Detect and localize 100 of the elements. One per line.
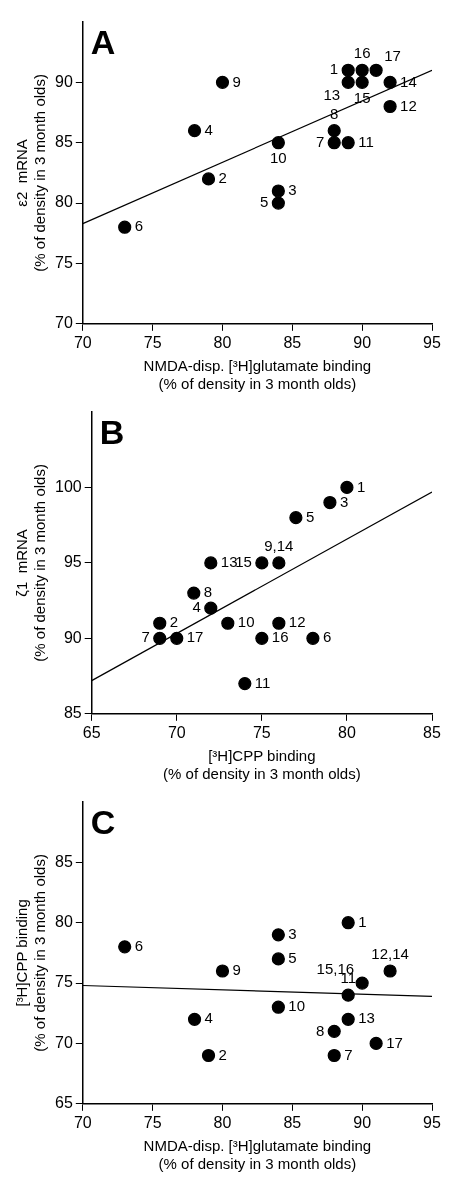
annotation: 5 <box>288 949 297 967</box>
annotation: 13 <box>323 85 341 103</box>
x-tick-label: 90 <box>353 1113 372 1131</box>
point <box>187 1012 202 1026</box>
y-tick-label: 90 <box>55 72 73 90</box>
x-tick-label: 80 <box>213 333 232 351</box>
y-axis-title: ζ1 mRNA (% of density in 3 month olds) <box>13 464 49 662</box>
point <box>341 136 355 150</box>
point <box>271 1000 285 1014</box>
x-tick-label: 70 <box>167 723 186 741</box>
annotation: 1 <box>356 477 366 495</box>
annotation: 2 <box>218 169 227 187</box>
annotation: 13 <box>220 553 238 571</box>
annotation: 6 <box>322 628 332 646</box>
point <box>221 616 235 630</box>
annotation: 15 <box>235 553 252 571</box>
point <box>327 124 341 138</box>
annotation: 11 <box>254 673 271 691</box>
point <box>355 976 369 990</box>
point <box>215 964 230 978</box>
point <box>272 556 286 570</box>
point <box>255 631 269 645</box>
point <box>383 75 397 89</box>
annotation: 2 <box>218 1045 227 1063</box>
point <box>272 616 286 630</box>
y-tick-label: 80 <box>55 193 73 211</box>
point <box>341 63 355 77</box>
annotation: 6 <box>134 937 144 954</box>
annotation: 10 <box>237 613 255 631</box>
point <box>201 172 216 186</box>
point <box>369 1036 383 1051</box>
annotation: 17 <box>386 1033 403 1051</box>
point <box>355 75 369 89</box>
y-tick-label: 85 <box>55 133 73 151</box>
annotation: 1 <box>329 60 339 78</box>
x-tick-label: 95 <box>423 333 441 351</box>
chart-title: C <box>90 803 116 842</box>
point <box>341 916 355 930</box>
annotation: 9 <box>232 72 241 90</box>
annotation: 5 <box>305 507 315 525</box>
y-tick-label: 65 <box>55 1094 73 1112</box>
annotation: 4 <box>204 1009 213 1027</box>
annotation: 7 <box>315 132 325 150</box>
point <box>327 1024 341 1038</box>
annotation: 3 <box>288 181 297 199</box>
x-axis-title: NMDA-disp. [³H]glutamate binding (% of density in 3 month olds) <box>143 1137 372 1173</box>
annotation: 4 <box>192 598 201 616</box>
point <box>170 631 184 645</box>
annotation: 2 <box>169 613 179 631</box>
point <box>271 136 285 150</box>
point <box>201 1048 216 1063</box>
point <box>204 601 218 615</box>
annotation: 16 <box>271 628 289 646</box>
annotation: 12,14 <box>371 945 409 963</box>
point <box>327 136 341 150</box>
annotation: 9,14 <box>264 537 294 555</box>
x-tick-label: 95 <box>423 1113 441 1131</box>
y-tick-label: 70 <box>55 314 73 332</box>
annotation: 4 <box>204 120 213 138</box>
annotation: 1 <box>358 912 367 930</box>
x-tick-label: 90 <box>353 333 372 351</box>
annotation: 10 <box>288 997 306 1015</box>
x-tick-label: 65 <box>82 723 101 741</box>
x-axis-title: NMDA-disp. [³H]glutamate binding (% of density in 3 month olds) <box>143 357 372 393</box>
annotation: 12 <box>400 96 417 114</box>
point <box>118 220 132 234</box>
point <box>187 124 202 138</box>
point <box>306 631 320 645</box>
y-tick-label: 85 <box>55 852 73 870</box>
point <box>187 586 201 600</box>
y-tick-label: 80 <box>55 913 73 931</box>
annotation: 16 <box>353 44 371 62</box>
point <box>341 75 355 89</box>
chart-title: A <box>90 23 116 62</box>
x-tick-label: 85 <box>423 723 441 741</box>
point <box>153 616 167 630</box>
x-tick-label: 75 <box>252 723 271 741</box>
point <box>323 495 337 510</box>
annotation: 7 <box>141 628 150 646</box>
annotation: 12 <box>288 613 306 631</box>
point <box>341 1012 355 1026</box>
y-tick-label: 100 <box>54 477 82 495</box>
y-tick-label: 95 <box>63 553 82 571</box>
point <box>118 940 132 954</box>
point <box>271 928 285 942</box>
point <box>271 196 285 210</box>
y-tick-label: 85 <box>63 704 82 722</box>
annotation: 3 <box>288 924 297 942</box>
annotation: 7 <box>344 1045 353 1063</box>
point <box>215 75 230 89</box>
annotation: 17 <box>186 628 204 646</box>
point <box>383 964 397 978</box>
x-tick-label: 75 <box>143 333 162 351</box>
point <box>340 480 354 495</box>
annotation: 17 <box>384 47 401 65</box>
point <box>271 952 285 966</box>
point <box>341 988 355 1002</box>
annotation: 8 <box>203 583 213 601</box>
annotation: 11 <box>358 132 374 150</box>
x-tick-label: 85 <box>283 1113 302 1131</box>
